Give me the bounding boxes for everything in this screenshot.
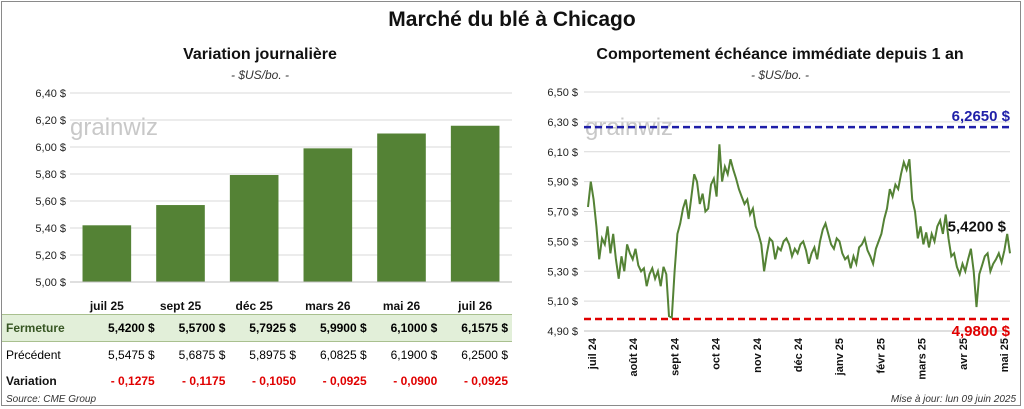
- y-tick-label: 6,00 $: [35, 142, 66, 154]
- right-chart-title: Comportement échéance immédiate depuis 1…: [596, 46, 964, 63]
- bar: [450, 125, 500, 282]
- update-note: Mise à jour: lun 09 juin 2025: [890, 394, 1016, 405]
- y-tick-label: 5,00 $: [35, 277, 66, 289]
- left-chart-unit: - $US/bo. -: [230, 68, 290, 82]
- x-tick-label: mai 26: [383, 299, 421, 313]
- y-tick-label: 5,40 $: [35, 223, 66, 235]
- table-cell: 5,8975 $: [249, 348, 297, 362]
- table-cell: - 0,0900: [393, 374, 438, 388]
- y-tick-label: 6,50 $: [547, 87, 578, 99]
- x-tick-label: juil 24: [587, 337, 599, 370]
- bar: [82, 225, 132, 282]
- page-title: Marché du blé à Chicago: [388, 8, 636, 31]
- y-tick-label: 5,30 $: [547, 266, 578, 278]
- y-tick-label: 6,10 $: [547, 147, 578, 159]
- table-cell: - 0,1050: [251, 374, 297, 388]
- row-label: Précédent: [6, 348, 61, 362]
- right-line-chart: grainwiz 4,90 $5,10 $5,30 $5,50 $5,70 $5…: [547, 87, 1011, 380]
- table-cell: 6,0825 $: [319, 348, 367, 362]
- y-tick-label: 5,80 $: [35, 169, 66, 181]
- y-tick-label: 5,60 $: [35, 196, 66, 208]
- x-tick-label: févr 25: [875, 338, 887, 373]
- x-tick-label: avr 25: [958, 338, 970, 370]
- x-tick-label: juil 26: [457, 299, 492, 313]
- bar: [229, 175, 279, 282]
- table-row-variation: Variation - 0,1275 - 0,1175 - 0,1050 - 0…: [2, 368, 512, 394]
- x-tick-label: oct 24: [711, 337, 723, 370]
- table-row-close: Fermeture 5,4200 $ 5,5700 $ 5,7925 $ 5,9…: [2, 314, 512, 342]
- x-tick-label: nov 24: [752, 337, 764, 373]
- bar: [156, 205, 205, 282]
- table-cell: 5,5475 $: [108, 348, 155, 362]
- max-label: 6,2650 $: [952, 108, 1011, 125]
- table-cell: - 0,0925: [463, 374, 508, 388]
- min-label: 4,9800 $: [952, 323, 1011, 340]
- table-cell: 6,1000 $: [370, 314, 442, 342]
- table-cell: - 0,1175: [182, 374, 226, 388]
- table-cell: 5,4200 $: [88, 314, 159, 342]
- table-row-previous: Précédent 5,5475 $ 5,6875 $ 5,8975 $ 6,0…: [2, 342, 512, 369]
- x-tick-label: janv 25: [834, 338, 846, 376]
- bar: [303, 148, 353, 282]
- x-tick-label: déc 24: [793, 337, 805, 372]
- x-tick-label: juil 25: [89, 299, 124, 313]
- watermark-left: grainwiz: [70, 114, 158, 141]
- y-tick-label: 4,90 $: [547, 326, 578, 338]
- row-label: Fermeture: [2, 314, 89, 342]
- x-tick-label: août 24: [628, 337, 640, 376]
- price-table: Fermeture 5,4200 $ 5,5700 $ 5,7925 $ 5,9…: [2, 314, 512, 394]
- bar: [377, 133, 426, 282]
- x-tick-label: sept 25: [160, 299, 202, 313]
- left-bar-chart: grainwiz 5,00 $ 5,20 $ 5,40 $ 5,60 $ 5,80 $ 6…: [35, 88, 512, 313]
- x-tick-label: déc 25: [235, 299, 273, 313]
- y-tick-label: 6,30 $: [547, 117, 578, 129]
- y-tick-label: 5,10 $: [547, 296, 578, 308]
- source-note: Source: CME Group: [6, 394, 97, 405]
- row-label: Variation: [6, 374, 57, 388]
- x-tick-label: mars 25: [917, 338, 929, 380]
- left-chart-title: Variation journalière: [183, 46, 337, 63]
- table-cell: - 0,0925: [322, 374, 367, 388]
- x-tick-label: mai 25: [999, 338, 1011, 372]
- y-tick-label: 5,20 $: [35, 250, 66, 262]
- x-tick-label: mars 26: [305, 299, 351, 313]
- y-tick-label: 6,40 $: [35, 88, 66, 100]
- y-tick-label: 6,20 $: [35, 115, 66, 127]
- price-line: [587, 144, 1011, 320]
- table-cell: 6,2500 $: [461, 348, 508, 362]
- table-cell: 6,1900 $: [390, 348, 438, 362]
- x-tick-label: sept 24: [669, 337, 681, 376]
- y-tick-label: 5,90 $: [547, 177, 578, 189]
- table-cell: 5,5700 $: [158, 314, 230, 342]
- last-price-label: 5,4200 $: [948, 218, 1007, 235]
- table-cell: 6,1575 $: [441, 314, 512, 342]
- table-cell: 5,6875 $: [178, 348, 226, 362]
- table-cell: 5,9900 $: [300, 314, 371, 342]
- right-chart-unit: - $US/bo. -: [750, 68, 810, 82]
- table-cell: 5,7925 $: [229, 314, 301, 342]
- y-tick-label: 5,50 $: [547, 236, 578, 248]
- table-cell: - 0,1275: [110, 374, 155, 388]
- y-tick-label: 5,70 $: [547, 207, 578, 219]
